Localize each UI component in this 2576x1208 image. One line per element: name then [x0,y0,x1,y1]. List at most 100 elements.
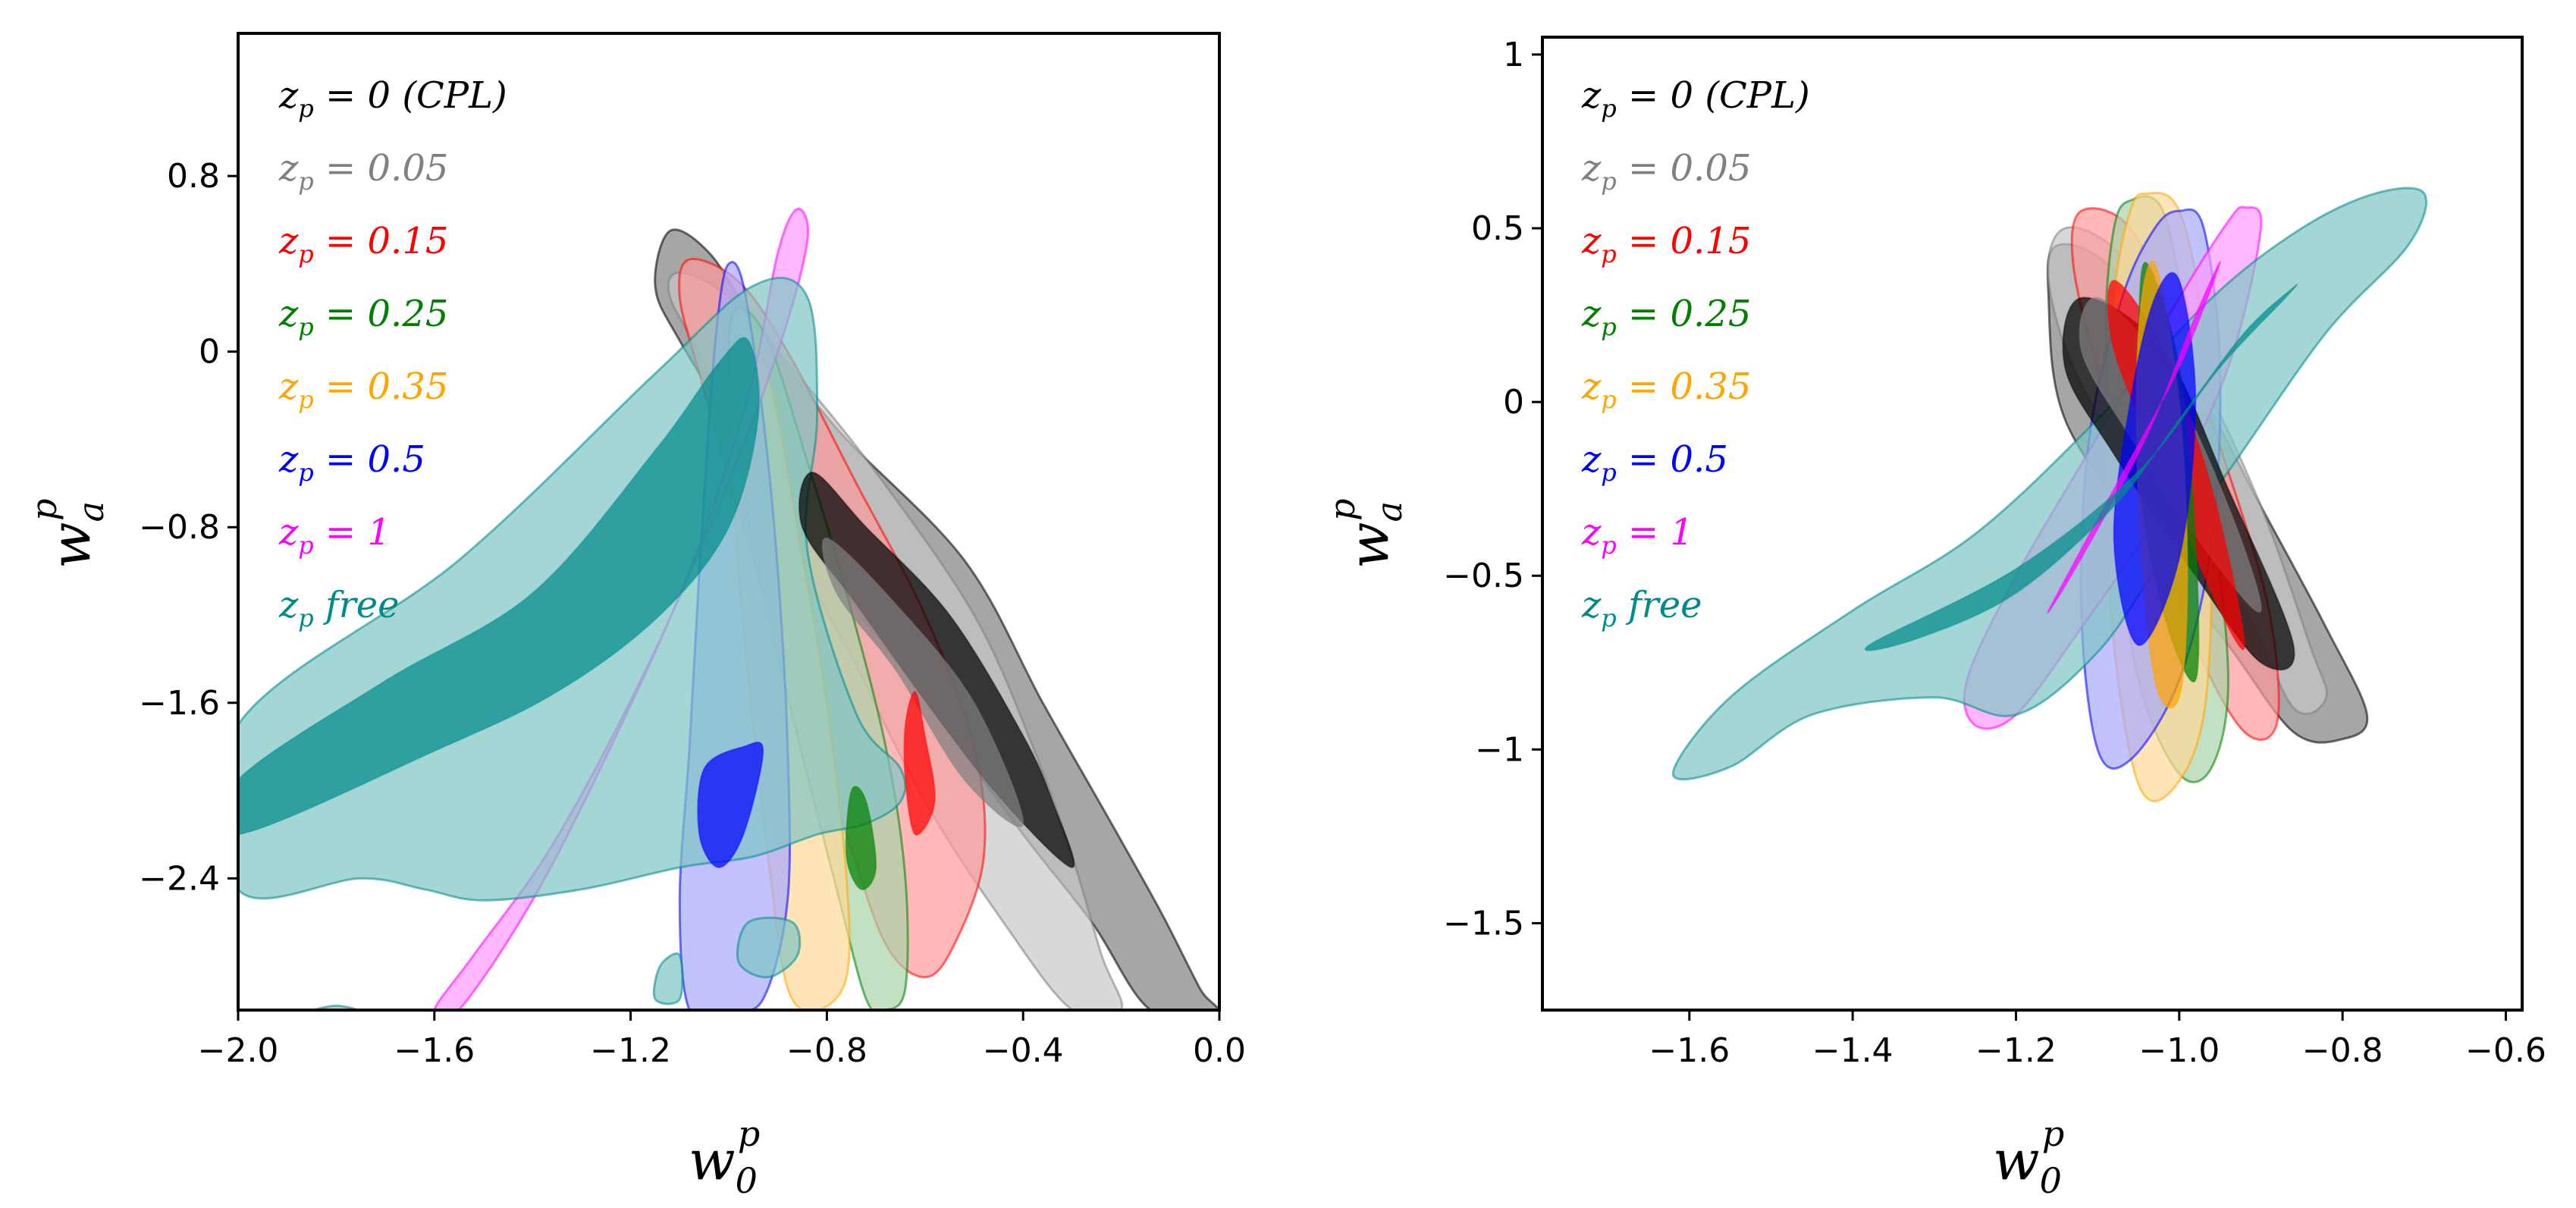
left-xlabel: w0 p [689,1113,760,1201]
right-xlabel-sup: p [2042,1113,2064,1154]
right-legend-entry-2: zp = 0.15 [1581,220,1751,268]
legend-rest: = 0.5 [314,438,425,481]
legend-base: z [278,220,299,262]
left-contour-inner-3 [845,786,877,891]
right-plot-frame [1541,36,2524,1012]
left-contour-inner-1 [821,537,1024,827]
right-legend-entry-3: zp = 0.25 [1581,293,1751,341]
right-ytick-label-2: 0 [1503,383,1524,422]
right-contour-regions [1671,187,2427,802]
legend-rest: = 0.35 [1617,366,1752,408]
right-ytick-label-4: −1 [1475,730,1524,769]
right-ylabel-sup: p [1322,498,1363,520]
right-xlabel: w0 p [1993,1113,2064,1201]
legend-sub: p [1601,458,1616,487]
legend-base: z [1581,511,1602,554]
right-xtick-label-4: −0.8 [2302,1031,2383,1070]
left-ytick-label-1: 0 [199,333,220,372]
legend-base: z [278,293,299,335]
legend-rest: = 0 (CPL) [1617,74,1810,117]
legend-base: z [278,511,299,554]
right-ylabel-base: w [1337,522,1401,569]
left-ylabel: wap [24,498,111,569]
legend-sub: p [1601,94,1616,123]
left-plot-frame [237,32,1221,1012]
right-xtick-label-0: −1.6 [1649,1031,1730,1070]
legend-sub: p [298,458,313,487]
legend-sub: p [298,94,313,123]
legend-rest: = 0.15 [1617,220,1752,262]
legend-base: z [278,584,299,626]
legend-rest: = 1 [1617,511,1693,554]
left-ylabel-base: w [39,522,102,569]
left-ytick-label-2: −0.8 [139,508,220,547]
left-xlabel-sup: p [738,1113,760,1154]
right-xlabel-sub: 0 [2040,1160,2062,1201]
left-xtick-label-1: −1.6 [394,1031,475,1070]
right-ytick-label-0: 1 [1503,36,1524,74]
legend-sub: p [1601,312,1616,341]
right-xtick-label-1: −1.4 [1812,1031,1894,1070]
legend-sub: p [298,385,313,414]
legend-sub: p [298,312,313,341]
legend-sub: p [298,240,313,268]
legend-sub: p [1601,604,1616,632]
left-legend-entry-3: zp = 0.25 [278,293,448,341]
right-contour-inner-6 [2047,260,2222,613]
left-contour-inner-7 [238,337,760,836]
right-xtick-label-5: −0.6 [2465,1031,2546,1070]
right-contour-inner-7 [1864,284,2298,651]
right-legend-entry-5: zp = 0.5 [1581,438,1728,487]
right-contour-outer-7 [1671,187,2427,781]
right-ytick-label-3: −0.5 [1443,557,1524,595]
legend-base: z [1581,366,1602,408]
legend-sub: p [1601,531,1616,560]
left-axis-ticks: −2.0 −1.6 −1.2 −0.8 −0.4 0.0 0.8 0 −0.8 −1.6 −2.4 [139,157,1246,1070]
right-contour-inner-5 [2113,271,2197,646]
legend-sub: p [1601,240,1616,268]
legend-base: z [1581,293,1602,335]
left-xtick-label-3: −0.8 [786,1031,868,1070]
legend-rest: = 1 [314,511,391,554]
left-contour-extra-0 [736,916,802,979]
legend-base: z [1581,74,1602,117]
left-legend-entry-4: zp = 0.35 [278,366,448,414]
right-xlabel-base: w [1993,1128,2040,1192]
legend-rest: = 0.5 [1617,438,1728,481]
legend-sub: p [298,531,313,560]
right-legend-entry-7: zp free [1581,584,1702,632]
left-ytick-label-3: −1.6 [139,684,220,723]
left-ylabel-sub: a [71,501,111,522]
right-panel: −1.6 −1.4 −1.2 −1.0 −0.8 −0.610.50−0.5−1−1.5 … [1322,36,2546,1201]
left-xlabel-base: w [689,1128,736,1192]
left-xtick-label-4: −0.4 [983,1031,1064,1070]
legend-rest: = 0 (CPL) [314,74,507,117]
left-legend-entry-5: zp = 0.5 [278,438,425,487]
left-legend-entry-0: zp = 0 (CPL) [278,74,507,123]
left-contour-inner-2 [903,691,936,836]
legend-rest: = 0.05 [314,147,449,190]
legend-rest: = 0.15 [314,220,449,262]
legend-base: z [1581,584,1602,626]
legend-rest: = 0.25 [1617,293,1752,335]
left-legend-entry-2: zp = 0.15 [278,220,448,268]
legend-base: z [1581,438,1602,481]
legend-base: z [1581,147,1602,190]
legend-base: z [278,147,299,190]
left-ytick-label-0: 0.8 [167,157,220,196]
left-contour-extra-1 [652,952,684,1006]
right-legend-entry-0: zp = 0 (CPL) [1581,74,1810,123]
left-xtick-label-5: 0.0 [1193,1031,1246,1070]
right-legend-entry-4: zp = 0.35 [1581,366,1751,414]
legend-sub: p [298,604,313,632]
legend-rest: = 0.25 [314,293,449,335]
right-legend-entry-6: zp = 1 [1581,511,1693,560]
left-legend-entry-1: zp = 0.05 [278,147,448,196]
left-ylabel-sup: p [24,498,64,520]
legend-rest: free [1617,584,1702,626]
left-legend-entry-6: zp = 1 [278,511,391,560]
left-xtick-label-0: −2.0 [198,1031,279,1070]
